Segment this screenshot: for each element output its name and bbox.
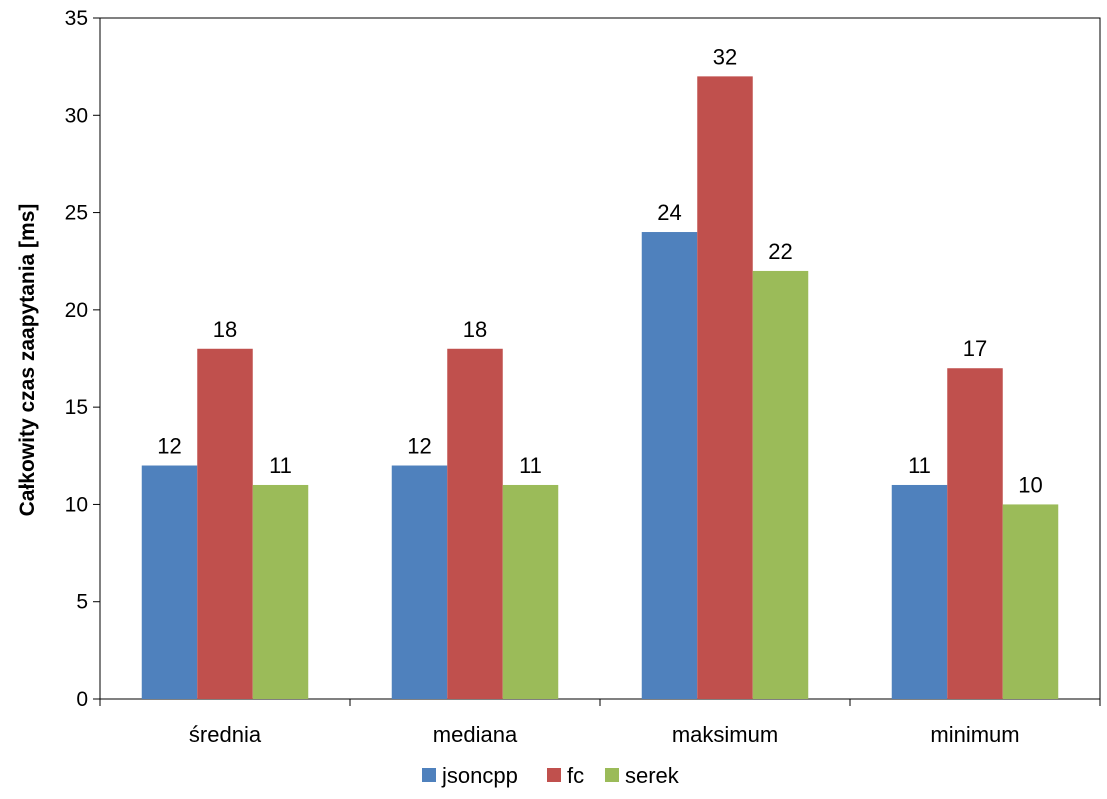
y-tick-label: 15	[65, 396, 88, 419]
y-axis-title: Całkowity czas zaapytania [ms]	[16, 204, 39, 517]
legend-label: serek	[625, 763, 680, 788]
legend-swatch-fc	[547, 768, 561, 782]
category-label: minimum	[930, 722, 1019, 747]
data-label: 18	[463, 317, 487, 342]
bar-fc-3	[947, 368, 1003, 699]
y-tick-label: 30	[65, 104, 88, 127]
legend-swatch-jsoncpp	[422, 768, 436, 782]
data-label: 32	[713, 44, 737, 69]
plot-area: 0 5 10 15 20 25 30 35 12 18 11 średnia 12 18 11 mediana…	[65, 7, 1101, 747]
y-tick-label: 0	[76, 688, 88, 711]
bar-fc-0	[197, 348, 253, 699]
bar-fc-2	[697, 76, 753, 699]
y-tick-label: 5	[76, 591, 88, 614]
bar-jsoncpp-0	[141, 465, 198, 699]
bar-serek-3	[1002, 504, 1059, 699]
legend-label: fc	[567, 763, 584, 788]
data-label: 22	[768, 239, 792, 264]
data-label: 17	[963, 336, 987, 361]
bar-jsoncpp-3	[891, 484, 948, 699]
y-tick-label: 35	[65, 7, 88, 30]
bar-fc-1	[447, 348, 503, 699]
data-label: 12	[157, 434, 181, 459]
data-label: 11	[269, 453, 292, 478]
data-label: 18	[213, 317, 237, 342]
legend-label: jsoncpp	[441, 763, 518, 788]
y-tick-label: 25	[65, 202, 88, 225]
bar-jsoncpp-1	[391, 465, 448, 699]
data-label: 12	[407, 434, 431, 459]
bar-jsoncpp-2	[641, 232, 698, 699]
bar-serek-0	[252, 484, 309, 699]
data-label: 11	[908, 453, 931, 478]
y-tick-label: 10	[65, 493, 88, 516]
legend: jsoncpp fc serek	[422, 763, 680, 788]
data-label: 24	[657, 200, 681, 225]
category-label: maksimum	[672, 722, 778, 747]
legend-swatch-serek	[605, 768, 619, 782]
category-label: średnia	[189, 722, 262, 747]
category-label: mediana	[433, 722, 518, 747]
data-label: 10	[1018, 472, 1042, 497]
data-label: 11	[519, 453, 542, 478]
y-tick-label: 20	[65, 299, 88, 322]
bar-serek-2	[752, 270, 809, 699]
bar-serek-1	[502, 484, 559, 699]
